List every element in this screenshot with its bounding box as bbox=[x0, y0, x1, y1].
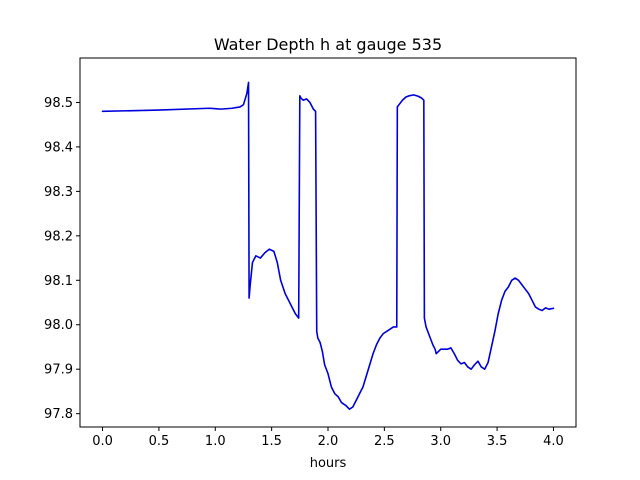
x-tick-label: 0.5 bbox=[149, 434, 170, 449]
x-tick-label: 2.5 bbox=[374, 434, 395, 449]
plot-area bbox=[79, 57, 577, 428]
y-tick-label: 98.1 bbox=[44, 274, 73, 289]
x-tick-label: 2.0 bbox=[318, 434, 339, 449]
x-axis: 0.0 0.5 1.0 1.5 2.0 2.5 3.0 3.5 4.0 bbox=[92, 427, 564, 449]
y-axis: 97.8 97.9 98.0 98.1 98.2 98.3 98.4 98.5 bbox=[44, 96, 80, 422]
series-line-0 bbox=[101, 81, 555, 411]
y-tick-label: 98.4 bbox=[44, 140, 73, 155]
y-tick-label: 97.9 bbox=[44, 363, 73, 378]
x-tick-label: 3.0 bbox=[430, 434, 451, 449]
y-tick-label: 98.2 bbox=[44, 229, 73, 244]
x-tick-label: 4.0 bbox=[543, 434, 564, 449]
y-tick-label: 98.0 bbox=[44, 318, 73, 333]
y-tick-label: 98.5 bbox=[44, 96, 73, 111]
x-tick-label: 3.5 bbox=[487, 434, 508, 449]
y-tick-label: 97.8 bbox=[44, 407, 73, 422]
x-axis-label: hours bbox=[310, 456, 347, 471]
y-tick-label: 98.3 bbox=[44, 185, 73, 200]
x-tick-label: 1.5 bbox=[261, 434, 282, 449]
series-layer bbox=[101, 81, 555, 411]
x-tick-label: 1.0 bbox=[205, 434, 226, 449]
x-tick-label: 0.0 bbox=[92, 434, 113, 449]
chart-title: Water Depth h at gauge 535 bbox=[214, 35, 442, 54]
